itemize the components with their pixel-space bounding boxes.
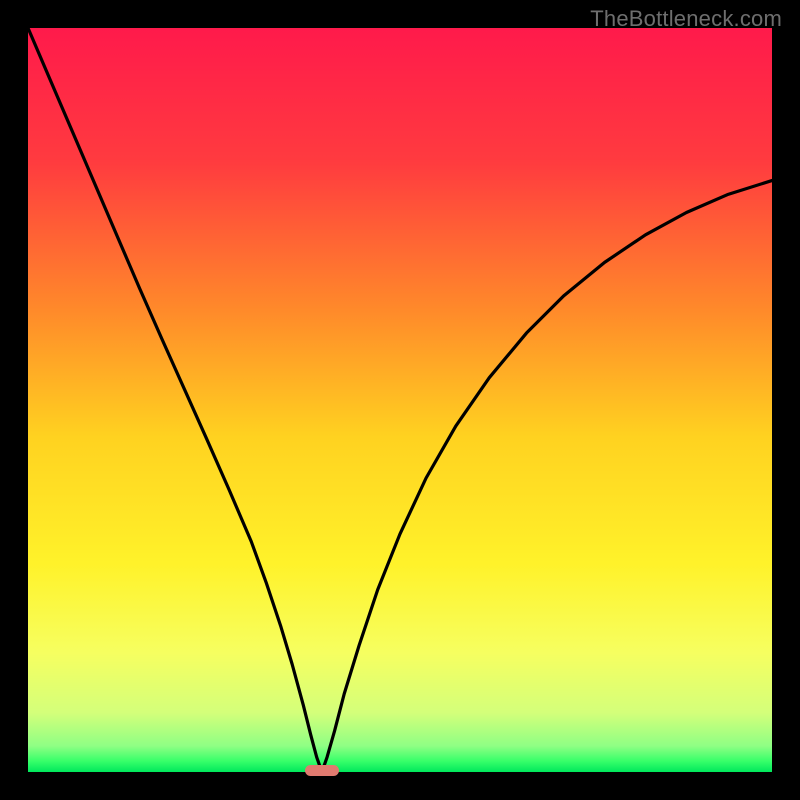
bottleneck-curve bbox=[28, 28, 772, 772]
minimum-marker bbox=[305, 765, 338, 777]
curve-plot bbox=[28, 28, 772, 772]
chart-container: TheBottleneck.com bbox=[0, 0, 800, 800]
plot-area bbox=[28, 28, 772, 772]
